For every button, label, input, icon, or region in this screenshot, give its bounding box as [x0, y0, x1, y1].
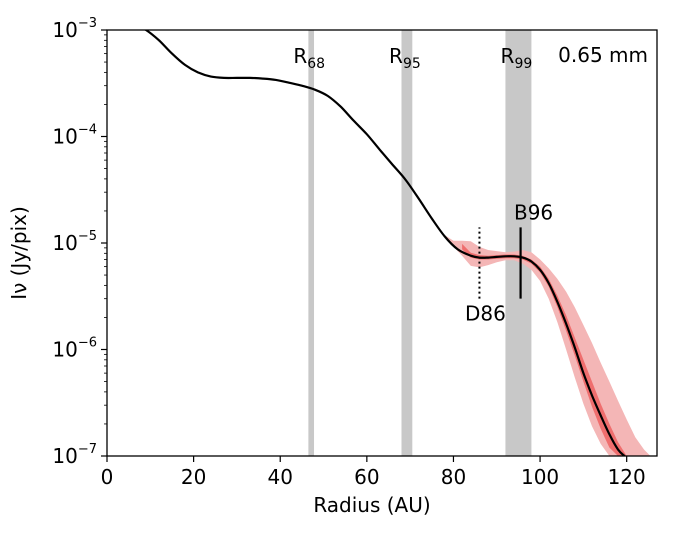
x-tick-label: 0	[101, 465, 114, 489]
y-tick-label: 10−4	[52, 123, 97, 149]
y-axis-label: Iν (Jy/pix)	[7, 206, 31, 300]
y-tick-label: 10−7	[52, 442, 97, 468]
radius-band-R68	[308, 30, 315, 456]
band-label-R68: R68	[293, 44, 325, 72]
radius-band-R95	[401, 30, 413, 456]
plot-border	[106, 29, 658, 457]
x-tick-label: 80	[441, 465, 466, 489]
uncertainty-bands	[444, 235, 651, 456]
x-axis-label: Radius (AU)	[313, 493, 430, 517]
radius-band-R99	[505, 30, 532, 456]
x-tick-label: 60	[354, 465, 379, 489]
x-tick-label: 40	[268, 465, 293, 489]
x-tick-label: 100	[521, 465, 559, 489]
feature-label-B96: B96	[514, 200, 553, 224]
band-label-R99: R99	[501, 44, 533, 72]
feature-label-D86: D86	[465, 302, 506, 326]
band-label-R95: R95	[389, 44, 421, 72]
annotations: 0.65 mm Radius (AU) Iν (Jy/pix) R68 R95 R9…	[7, 43, 648, 517]
axes: 0 20 40 60 80 100 120 10−7 10−6 10−5 10−4 10−3	[52, 16, 645, 489]
feature-markers: D86 B96	[465, 200, 553, 325]
x-tick-label: 20	[181, 465, 206, 489]
profile-line	[143, 30, 626, 456]
radius-bands	[308, 30, 532, 456]
inner-uncertainty-band	[462, 243, 631, 456]
plot-frame	[106, 29, 658, 457]
x-tick-label: 120	[608, 465, 646, 489]
profile-line-group	[143, 30, 626, 456]
outer-uncertainty-band	[444, 235, 651, 456]
y-tick-label: 10−6	[52, 336, 97, 362]
wavelength-label: 0.65 mm	[558, 43, 648, 67]
y-tick-label: 10−3	[52, 16, 97, 42]
y-tick-label: 10−5	[52, 229, 97, 255]
